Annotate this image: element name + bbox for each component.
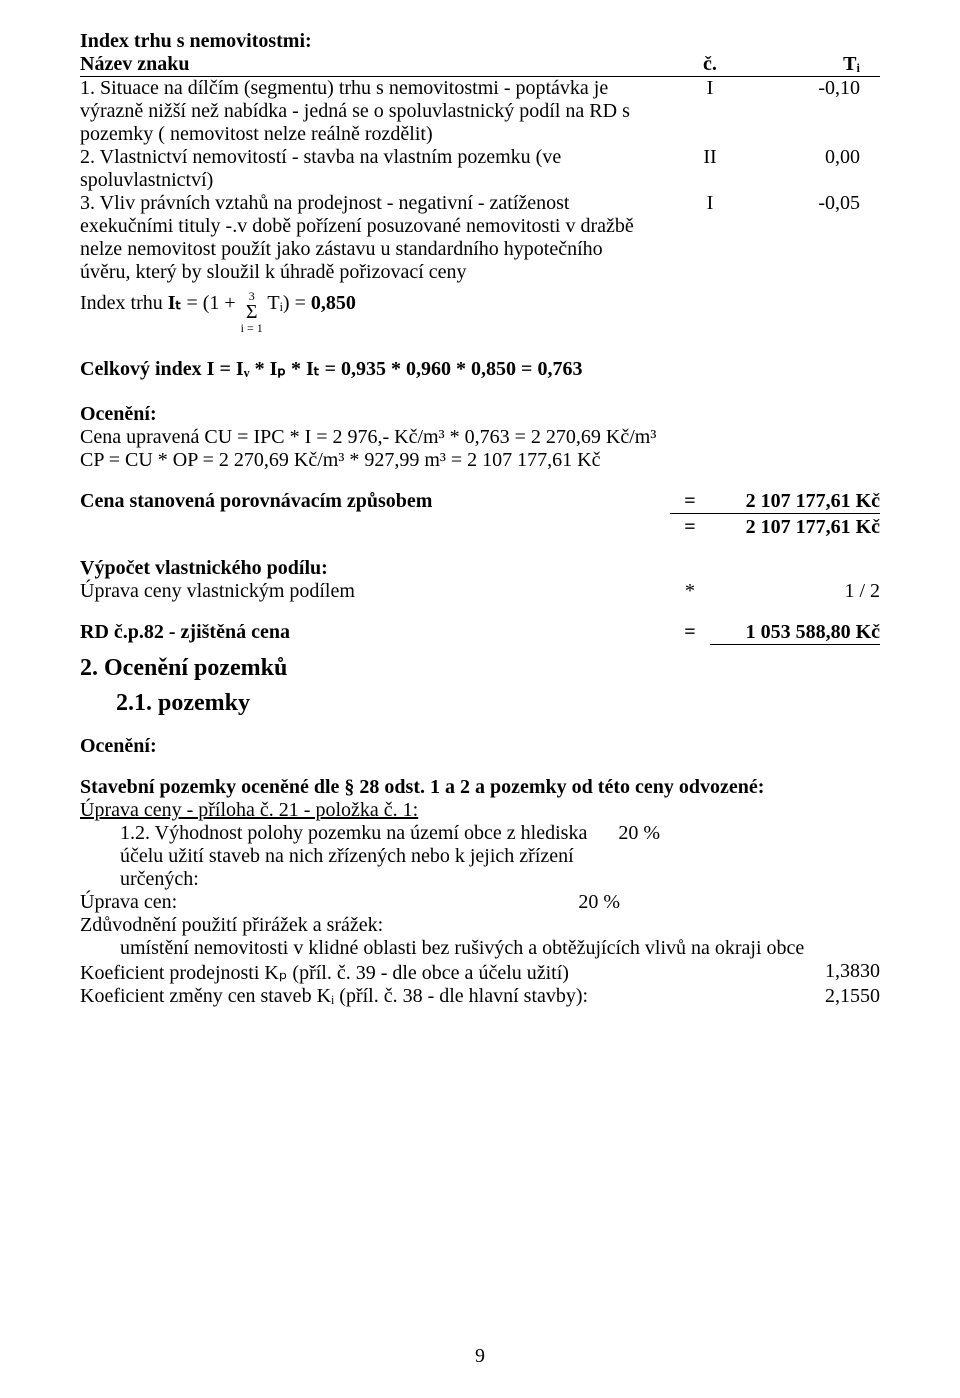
cp-line: CP = CU * OP = 2 270,69 Kč/m³ * 927,99 m… bbox=[80, 449, 880, 472]
sigma-symbol: 3 Σ i = 1 bbox=[241, 290, 263, 334]
equals-sign: = bbox=[670, 621, 710, 645]
sigma-mid: Σ bbox=[241, 302, 263, 322]
entry-desc: 1. Situace na dílčím (segmentu) trhu s n… bbox=[80, 77, 660, 146]
umisteni: umístění nemovitosti v klidné oblasti be… bbox=[80, 937, 880, 960]
formula-lhs: Iₜ bbox=[168, 292, 182, 314]
section-2-heading: 2. Ocenění pozemků bbox=[80, 655, 880, 682]
stavebni-pozemky: Stavební pozemky oceněné dle § 28 odst. … bbox=[80, 776, 880, 799]
entry-desc: 2. Vlastnictví nemovitostí - stavba na v… bbox=[80, 146, 660, 192]
vyhodnost-val: 20 % bbox=[600, 822, 660, 891]
header-t: Tᵢ bbox=[760, 53, 860, 76]
cena-porovnavacim-row: Cena stanovená porovnávacím způsobem = 2… bbox=[80, 490, 880, 513]
uprava-podilem-row: Úprava ceny vlastnickým podílem * 1 / 2 bbox=[80, 580, 880, 603]
header-nazev: Název znaku bbox=[80, 53, 660, 76]
table-row: 3. Vliv právních vztahů na prodejnost - … bbox=[80, 192, 880, 284]
uprava-cen-label: Úprava cen: bbox=[80, 891, 560, 914]
table-header: Název znaku č. Tᵢ bbox=[80, 53, 880, 77]
uprava-cen-row: Úprava cen: 20 % bbox=[80, 891, 880, 914]
zduvodneni: Zdůvodnění použití přirážek a srážek: bbox=[80, 914, 880, 937]
koef-kp-row: Koeficient prodejnosti Kₚ (příl. č. 39 -… bbox=[80, 960, 880, 985]
sigma-bot: i = 1 bbox=[241, 322, 263, 334]
koef-ki-label: Koeficient změny cen staveb Kᵢ (příl. č.… bbox=[80, 985, 770, 1008]
cena-porovnavacim-row2: = 2 107 177,61 Kč bbox=[80, 516, 880, 539]
entry-c: I bbox=[660, 77, 760, 100]
table-row: 1. Situace na dílčím (segmentu) trhu s n… bbox=[80, 77, 880, 146]
entry-c: II bbox=[660, 146, 760, 169]
entry-desc: 3. Vliv právních vztahů na prodejnost - … bbox=[80, 192, 660, 284]
rd-zjistena-val: 1 053 588,80 Kč bbox=[710, 621, 880, 645]
entry-c: I bbox=[660, 192, 760, 215]
cena-porovnavacim-label: Cena stanovená porovnávacím způsobem bbox=[80, 490, 670, 513]
index-trhu-formula: Index trhu Iₜ = (1 + 3 Σ i = 1 Tᵢ) = 0,8… bbox=[80, 290, 880, 334]
formula-eq: = (1 + bbox=[181, 292, 240, 314]
oceneni-label-2: Ocenění: bbox=[80, 735, 880, 758]
cena-porovnavacim-val2: 2 107 177,61 Kč bbox=[710, 516, 880, 539]
page-number: 9 bbox=[0, 1345, 960, 1368]
oceneni-label: Ocenění: bbox=[80, 403, 880, 426]
cena-porovnavacim-val: 2 107 177,61 Kč bbox=[710, 490, 880, 513]
vypocet-podilu: Výpočet vlastnického podílu: bbox=[80, 557, 880, 580]
koef-ki-row: Koeficient změny cen staveb Kᵢ (příl. č.… bbox=[80, 985, 880, 1008]
formula-after: Tᵢ) = bbox=[263, 292, 311, 314]
rd-zjistena-label: RD č.p.82 - zjištěná cena bbox=[80, 621, 670, 645]
celkovy-index: Celkový index I = Iᵥ * Iₚ * Iₜ = 0,935 *… bbox=[80, 356, 880, 381]
multiply-sign: * bbox=[670, 580, 710, 603]
uprava-podilem-label: Úprava ceny vlastnickým podílem bbox=[80, 580, 670, 603]
vyhodnost-label: 1.2. Výhodnost polohy pozemku na území o… bbox=[120, 822, 600, 891]
rd-zjistena-row: RD č.p.82 - zjištěná cena = 1 053 588,80… bbox=[80, 621, 880, 645]
entry-t: -0,05 bbox=[760, 192, 860, 215]
table-row: 2. Vlastnictví nemovitostí - stavba na v… bbox=[80, 146, 880, 192]
koef-kp-val: 1,3830 bbox=[770, 960, 880, 985]
koef-ki-val: 2,1550 bbox=[770, 985, 880, 1008]
formula-result: 0,850 bbox=[311, 292, 356, 314]
cu-line: Cena upravená CU = IPC * I = 2 976,- Kč/… bbox=[80, 426, 880, 449]
uprava-cen-val: 20 % bbox=[560, 891, 620, 914]
equals-sign: = bbox=[670, 516, 710, 539]
equals-sign: = bbox=[670, 490, 710, 513]
section-21-heading: 2.1. pozemky bbox=[116, 690, 880, 717]
formula-prefix: Index trhu bbox=[80, 292, 168, 314]
uprava-podilem-val: 1 / 2 bbox=[710, 580, 880, 603]
vyhodnost-row: 1.2. Výhodnost polohy pozemku na území o… bbox=[80, 822, 880, 891]
blank bbox=[80, 516, 670, 539]
uprava-priloha: Úprava ceny - příloha č. 21 - položka č.… bbox=[80, 799, 880, 822]
index-trhu-title: Index trhu s nemovitostmi: bbox=[80, 30, 880, 53]
koef-kp-label: Koeficient prodejnosti Kₚ (příl. č. 39 -… bbox=[80, 960, 770, 985]
header-c: č. bbox=[660, 53, 760, 76]
entry-t: 0,00 bbox=[760, 146, 860, 169]
entry-t: -0,10 bbox=[760, 77, 860, 100]
underline bbox=[670, 513, 880, 514]
